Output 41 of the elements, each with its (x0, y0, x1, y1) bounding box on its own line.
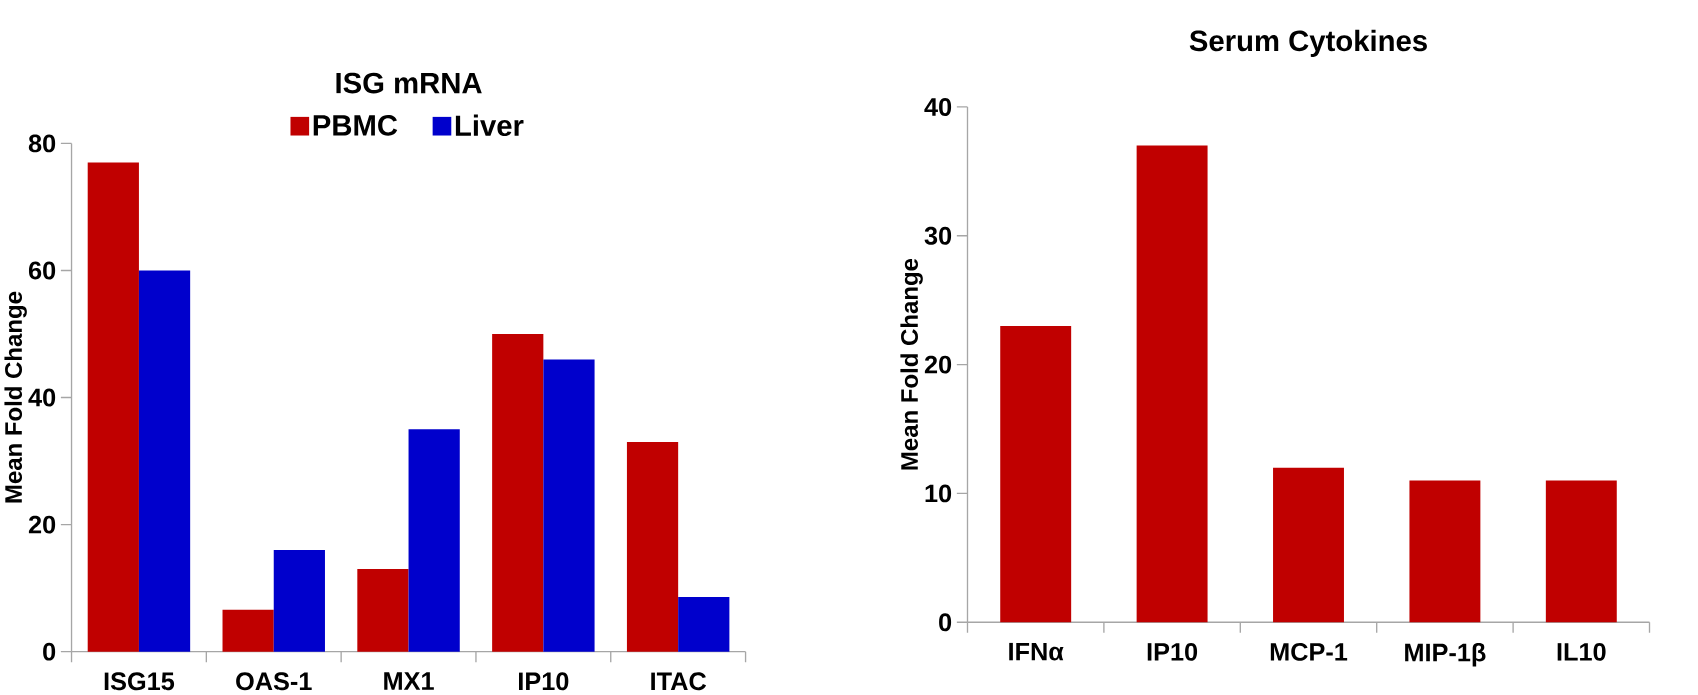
bar (87, 162, 139, 652)
y-tick-label: 40 (924, 98, 952, 117)
x-tick-label: ISG15 (104, 672, 175, 691)
y-tick-label: 60 (28, 261, 56, 280)
bar (138, 270, 191, 652)
x-tick-label: MCP-1 (1270, 643, 1348, 661)
x-tick-label: MX1 (384, 672, 434, 690)
bar (1545, 480, 1617, 623)
y-tick-label: 80 (28, 134, 56, 153)
bar (1136, 145, 1208, 623)
y-tick-label: 20 (28, 515, 56, 534)
chart-title: ISG mRNA (336, 72, 482, 94)
x-tick-label: MIP-1β (1405, 643, 1486, 667)
bar (1409, 480, 1481, 623)
x-tick-label: IP10 (519, 672, 569, 691)
x-tick-label: ITAC (651, 672, 707, 691)
y-tick-label: 10 (925, 484, 952, 503)
bar (1000, 326, 1072, 623)
y-tick-label: 0 (43, 642, 56, 661)
bar (408, 429, 460, 652)
y-axis-title: Mean Fold Change (900, 259, 923, 470)
x-tick-label: IFNα (1009, 643, 1064, 661)
y-tick-label: 30 (924, 226, 952, 245)
chart-title: Serum Cytokines (1189, 29, 1427, 58)
legend-label: Liver (455, 114, 524, 137)
y-tick-label: 20 (924, 355, 952, 374)
bar (273, 550, 325, 652)
y-tick-label: 40 (28, 388, 56, 407)
bar (543, 359, 595, 652)
bar (492, 334, 544, 652)
x-tick-label: IL10 (1557, 643, 1606, 661)
bar (626, 442, 679, 652)
bar (222, 609, 274, 652)
bar (1273, 467, 1344, 623)
y-axis-title: Mean Fold Change (4, 291, 27, 503)
bar (678, 597, 730, 652)
x-tick-label: IP10 (1147, 643, 1198, 661)
y-tick-label: 0 (939, 613, 952, 632)
bar (357, 569, 409, 652)
legend-label: PBMC (313, 115, 398, 136)
x-tick-label: OAS-1 (236, 672, 312, 691)
